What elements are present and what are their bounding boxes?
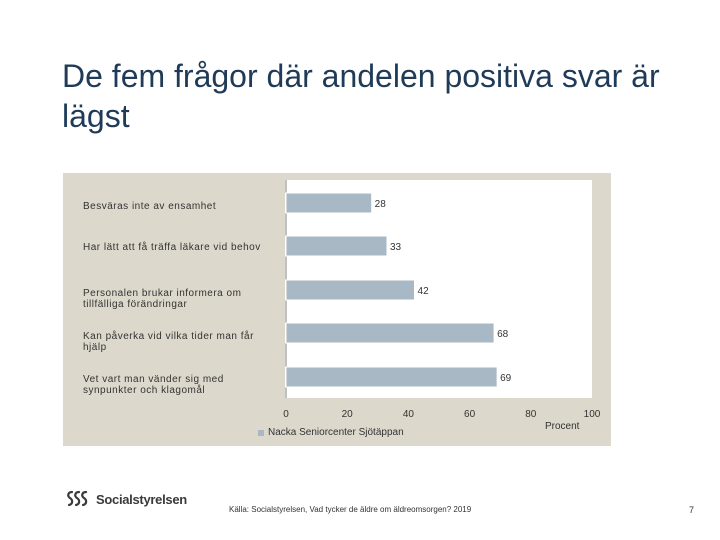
category-label: Har lätt att få träffa läkare vid behov bbox=[83, 242, 261, 253]
source-note: Källa: Socialstyrelsen, Vad tycker de äl… bbox=[229, 505, 472, 514]
category-label: Personalen brukar informera om tillfälli… bbox=[83, 288, 242, 310]
data-label: 28 bbox=[375, 199, 387, 210]
chart-legend: Nacka Seniorcenter Sjötäppan bbox=[258, 427, 404, 438]
legend-label: Nacka Seniorcenter Sjötäppan bbox=[268, 427, 404, 438]
bar bbox=[285, 192, 373, 214]
category-label: Kan påverka vid vilka tider man får hjäl… bbox=[83, 331, 254, 353]
x-axis-label: Procent bbox=[545, 421, 580, 432]
bar bbox=[285, 279, 416, 301]
page-number: 7 bbox=[689, 505, 695, 515]
bar bbox=[285, 322, 495, 344]
x-tick-label: 80 bbox=[525, 409, 537, 420]
socialstyrelsen-logo: Socialstyrelsen bbox=[66, 490, 187, 508]
bar bbox=[285, 235, 388, 257]
data-label: 69 bbox=[500, 373, 512, 384]
logo-emblem-icon bbox=[67, 490, 88, 507]
logo-text: Socialstyrelsen bbox=[96, 491, 187, 507]
x-tick-label: 20 bbox=[342, 409, 354, 420]
slide-title: De fem frågor där andelen positiva svar … bbox=[62, 58, 660, 134]
legend-swatch bbox=[258, 429, 264, 436]
x-tick-label: 40 bbox=[403, 409, 415, 420]
data-label: 33 bbox=[390, 242, 402, 253]
x-tick-label: 0 bbox=[283, 409, 289, 420]
x-tick-label: 60 bbox=[464, 409, 476, 420]
data-label: 42 bbox=[418, 286, 430, 297]
data-label: 68 bbox=[497, 329, 509, 340]
category-label: Besväras inte av ensamhet bbox=[83, 201, 217, 212]
category-label: Vet vart man vänder sig med synpunkter o… bbox=[83, 374, 224, 396]
bar bbox=[285, 366, 498, 388]
x-tick-label: 100 bbox=[584, 409, 601, 420]
